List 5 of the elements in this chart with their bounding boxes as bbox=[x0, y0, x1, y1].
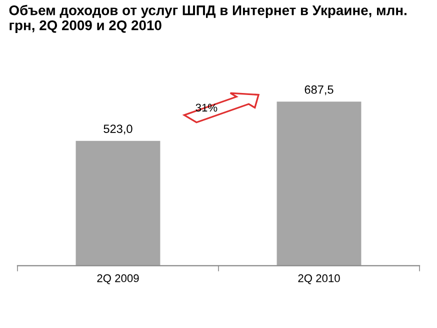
x-tick-label: 2Q 2010 bbox=[298, 274, 340, 284]
chart-title: Объем доходов от услуг ШПД в Интернет в Украине, млн. грн, 2Q 2009 и 2Q 2010 bbox=[9, 4, 406, 33]
x-tick-label: 2Q 2009 bbox=[97, 274, 139, 284]
data-label: 687,5 bbox=[304, 85, 334, 96]
data-label: 523,0 bbox=[104, 124, 132, 134]
